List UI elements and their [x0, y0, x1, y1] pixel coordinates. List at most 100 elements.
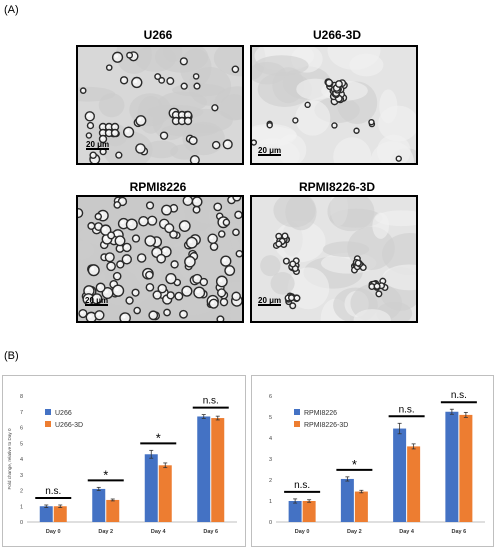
- cell: [170, 231, 177, 238]
- cell-highlight: [184, 288, 187, 291]
- cell-highlight: [182, 84, 184, 86]
- cell-highlight: [295, 259, 297, 261]
- cell-highlight: [161, 221, 164, 224]
- cell-highlight: [165, 311, 167, 313]
- bar-rpmi8226-3d-day-6: [459, 415, 472, 522]
- cell-highlight: [151, 313, 154, 316]
- y-tick-label: 3: [269, 457, 272, 463]
- cell-highlight: [154, 249, 157, 252]
- cell: [107, 65, 112, 70]
- cell: [145, 236, 155, 246]
- cell-highlight: [150, 218, 153, 221]
- cell-highlight: [141, 218, 144, 221]
- y-tick-label: 5: [269, 415, 272, 421]
- bar-u266-3d-day-2: [106, 500, 119, 522]
- cell: [132, 78, 142, 88]
- cell: [218, 289, 226, 297]
- cell-highlight: [219, 278, 223, 282]
- cell-highlight: [91, 153, 93, 155]
- cell-highlight: [195, 84, 197, 86]
- cell: [79, 310, 87, 318]
- cell: [374, 283, 380, 289]
- cell-highlight: [370, 285, 372, 287]
- cell: [181, 83, 187, 89]
- y-tick-label: 4: [269, 436, 272, 442]
- panel-a-label: (A): [4, 4, 19, 16]
- cell: [148, 216, 157, 225]
- y-tick-label: 8: [20, 394, 23, 400]
- texture-blob: [260, 255, 280, 276]
- bar-u266-day-6: [197, 416, 210, 522]
- cell-highlight: [107, 255, 110, 258]
- cell-highlight: [139, 256, 142, 259]
- y-tick-label: 3: [20, 473, 23, 479]
- cell: [88, 223, 95, 230]
- cell-highlight: [115, 287, 119, 291]
- cell: [179, 221, 190, 232]
- cell-highlight: [192, 157, 195, 160]
- y-tick-label: 0: [269, 520, 272, 526]
- x-tick-label: Day 2: [347, 529, 362, 535]
- x-tick-label: Day 6: [203, 529, 218, 535]
- x-tick-label: Day 4: [151, 529, 167, 535]
- image-title-rpmi8226: RPMI8226: [73, 180, 243, 194]
- cell: [290, 303, 296, 309]
- cell: [212, 105, 218, 111]
- cell-highlight: [234, 294, 237, 297]
- y-tick-label: 6: [20, 426, 23, 432]
- cell-highlight: [227, 268, 230, 271]
- cell-highlight: [118, 262, 120, 264]
- cell: [182, 286, 192, 296]
- cell-highlight: [107, 125, 109, 127]
- cell: [294, 295, 300, 301]
- cell: [214, 203, 221, 210]
- cell-highlight: [171, 232, 174, 235]
- scale-bar-rpmi8226: 20 μm: [85, 296, 108, 305]
- y-tick-label: 6: [269, 394, 272, 400]
- significance-label: *: [103, 467, 108, 482]
- cell: [121, 77, 128, 84]
- cell: [326, 79, 332, 85]
- bar-u266-day-0: [40, 506, 53, 522]
- cell-highlight: [124, 245, 127, 248]
- cell: [167, 292, 174, 299]
- y-tick-label: 0: [20, 520, 23, 526]
- cell: [235, 211, 242, 218]
- cell-highlight: [290, 296, 292, 298]
- legend-swatch: [294, 409, 300, 415]
- cell-highlight: [333, 124, 335, 126]
- y-tick-label: 1: [269, 499, 272, 505]
- cell: [185, 257, 195, 267]
- cell-highlight: [129, 221, 133, 225]
- y-tick-label: 4: [20, 457, 23, 463]
- cell: [223, 219, 229, 225]
- texture-blob: [372, 213, 389, 239]
- legend-swatch: [294, 421, 300, 427]
- cell-highlight: [81, 311, 84, 314]
- bar-u266-3d-day-0: [54, 506, 67, 522]
- cell: [107, 262, 115, 270]
- cell-highlight: [268, 124, 270, 126]
- cell-highlight: [397, 157, 399, 159]
- cell-highlight: [202, 280, 204, 282]
- bar-rpmi8226-day-2: [341, 479, 354, 522]
- cell: [157, 255, 165, 263]
- cell: [194, 74, 199, 79]
- cell-highlight: [164, 207, 167, 210]
- bar-rpmi8226-3d-day-0: [303, 501, 316, 522]
- cell-highlight: [195, 276, 198, 279]
- cell: [78, 209, 83, 218]
- cell: [132, 289, 139, 296]
- cell-highlight: [87, 114, 90, 117]
- cell: [187, 237, 197, 247]
- cell: [208, 234, 217, 243]
- cell-highlight: [101, 150, 103, 152]
- legend-entry: U266: [55, 410, 72, 417]
- cell-highlight: [222, 300, 224, 302]
- cell-highlight: [101, 131, 103, 133]
- cell-highlight: [181, 312, 184, 315]
- cell-highlight: [214, 143, 216, 145]
- cell-highlight: [147, 238, 151, 242]
- cell: [155, 74, 161, 80]
